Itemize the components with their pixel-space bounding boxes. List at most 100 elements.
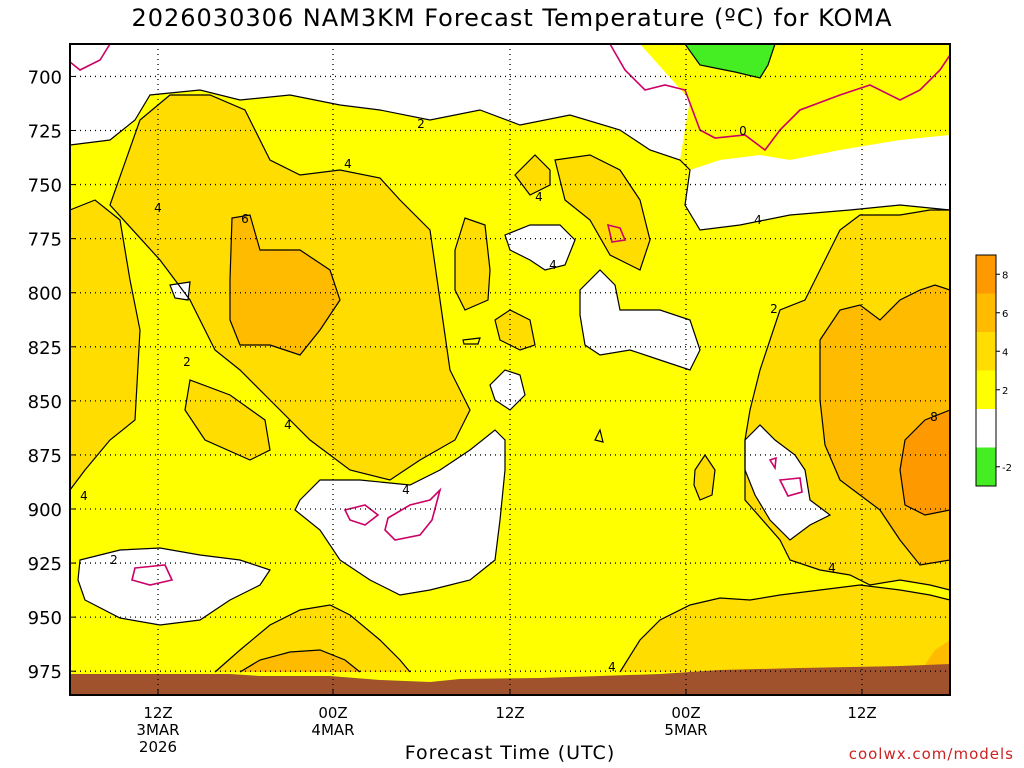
colorbar-label: 6: [1002, 309, 1008, 320]
y-tick-label: 750: [28, 176, 62, 197]
contour-line-4-upperleft: [109, 94, 471, 481]
region-fill-bottom-left-4: [215, 605, 410, 672]
x-tick-label: 12Z: [847, 704, 876, 722]
chart-title: 2026030306 NAM3KM Forecast Temperature (…: [131, 4, 893, 32]
region-fill-right-white: [745, 425, 830, 540]
region-fill-white-d: [295, 430, 505, 595]
y-tick-label: 900: [28, 500, 62, 521]
x-tick-label: 12Z: [495, 704, 524, 722]
region-fill-white-b: [580, 270, 700, 370]
colorbar-swatch: [976, 332, 996, 371]
contour-line-4-mid-a: [514, 154, 551, 196]
x-tick-label: 3MAR: [136, 721, 179, 739]
contour-label: 4: [154, 201, 162, 215]
y-tick-label: 700: [28, 67, 62, 88]
contour-line-neg: [684, 44, 776, 79]
region-fill-top-white: [70, 44, 950, 230]
colorbar-swatch: [976, 370, 996, 409]
region-fill-white-a: [505, 225, 575, 270]
region-fill-white-f: [170, 282, 190, 300]
contour-line-zero-f: [384, 487, 442, 541]
region-fill-white-e: [78, 548, 270, 625]
contour-label: 4: [828, 561, 836, 575]
y-tick-label: 950: [28, 608, 62, 629]
contour-label: 2: [110, 553, 118, 567]
region-fill-small-4: [694, 455, 715, 500]
contour-label: 0: [739, 124, 747, 138]
region-fill-negative: [685, 44, 775, 78]
contour-label: 2: [770, 302, 778, 316]
contour-line-2-white-c: [489, 369, 526, 411]
y-tick-label: 775: [28, 230, 62, 251]
x-tick-label: 00Z: [671, 704, 700, 722]
x-tick-label: 12Z: [143, 704, 172, 722]
credit-link[interactable]: coolwx.com/models: [848, 745, 1014, 763]
contour-line-4-bottom-left: [214, 604, 411, 673]
contour-line-4-left: [70, 199, 141, 491]
contour-label: 4: [80, 489, 88, 503]
contour-line-2-white-e: [77, 547, 271, 626]
colorbar-label: 4: [1002, 347, 1008, 358]
contour-line-4-bottom-right: [619, 584, 950, 673]
contour-line-zero-h: [768, 456, 777, 471]
contour-line-zero-b: [609, 44, 950, 152]
contour-line-6-right: [819, 284, 950, 566]
contour-line-8-right: [899, 409, 950, 516]
contour-label: 4: [284, 418, 292, 432]
contour-label: 4: [402, 483, 410, 497]
contour-label: 4: [608, 660, 616, 674]
colorbar-label: -2: [1002, 463, 1012, 474]
region-fill-mid-4a: [515, 155, 550, 195]
contour-label: 4: [344, 157, 352, 171]
region-fill-mid-4d: [495, 310, 535, 350]
x-tick-label: 00Z: [318, 704, 347, 722]
contour-label: 8: [930, 410, 938, 424]
colorbar-label: 8: [1002, 270, 1008, 281]
region-fill-bottom-right-4: [620, 585, 950, 672]
contour-line-zero-e: [343, 504, 380, 526]
contour-line-zero-d: [131, 564, 174, 586]
region-fill-bottom-right-6: [920, 640, 950, 672]
contour-line-zero-c: [606, 223, 627, 243]
contour-line-2-white-d: [294, 429, 506, 596]
region-fill-mid-4c: [455, 218, 490, 310]
colorbar-frame: [975, 254, 997, 487]
region-fill-white-c: [490, 370, 525, 410]
region-fill-mid-4b: [555, 155, 650, 270]
x-tick-label: 2026: [139, 738, 177, 756]
contour-line-4-mid-c: [454, 217, 491, 311]
contour-line-6-bottom: [239, 649, 361, 673]
region-fill-6: [230, 215, 340, 355]
contour-line-small-white-2: [462, 337, 481, 345]
contour-label: 4: [754, 213, 762, 227]
y-tick-label: 875: [28, 446, 62, 467]
region-fill-bottom-6: [240, 650, 360, 672]
contour-line-2-white-a: [504, 224, 576, 271]
contour-label: 2: [417, 117, 425, 131]
region-fill-top-white-left: [70, 44, 690, 160]
colorbar: 8 6 4 2 -2: [975, 254, 1012, 487]
contour-line-small-white: [169, 281, 191, 301]
contour-label: 4: [535, 190, 543, 204]
region-fill-left-4: [70, 200, 140, 490]
contour-line-zero-a: [70, 44, 111, 71]
contour-label: 6: [241, 212, 249, 226]
contour-line-4-right: [744, 209, 950, 591]
x-tick-label: 4MAR: [311, 721, 354, 739]
region-fill-right-8: [900, 410, 950, 515]
y-tick-label: 925: [28, 554, 62, 575]
colorbar-swatch: [976, 255, 996, 294]
contour-line-2-top: [70, 89, 950, 231]
y-tick-label: 975: [28, 662, 62, 683]
contour-labels: 2 4 0 4 4 6 4 4 2 2 4 4 4 2 4 4 8: [80, 117, 938, 674]
colorbar-label: 2: [1002, 386, 1008, 397]
contour-line-zero-g: [778, 477, 803, 497]
grid-lines: [70, 44, 950, 695]
x-tick-label: 5MAR: [664, 721, 707, 739]
colorbar-swatch: [976, 293, 996, 332]
colorbar-swatch: [976, 409, 996, 448]
contour-line-4-mid-b: [554, 154, 651, 271]
x-axis-label: Forecast Time (UTC): [404, 742, 616, 764]
